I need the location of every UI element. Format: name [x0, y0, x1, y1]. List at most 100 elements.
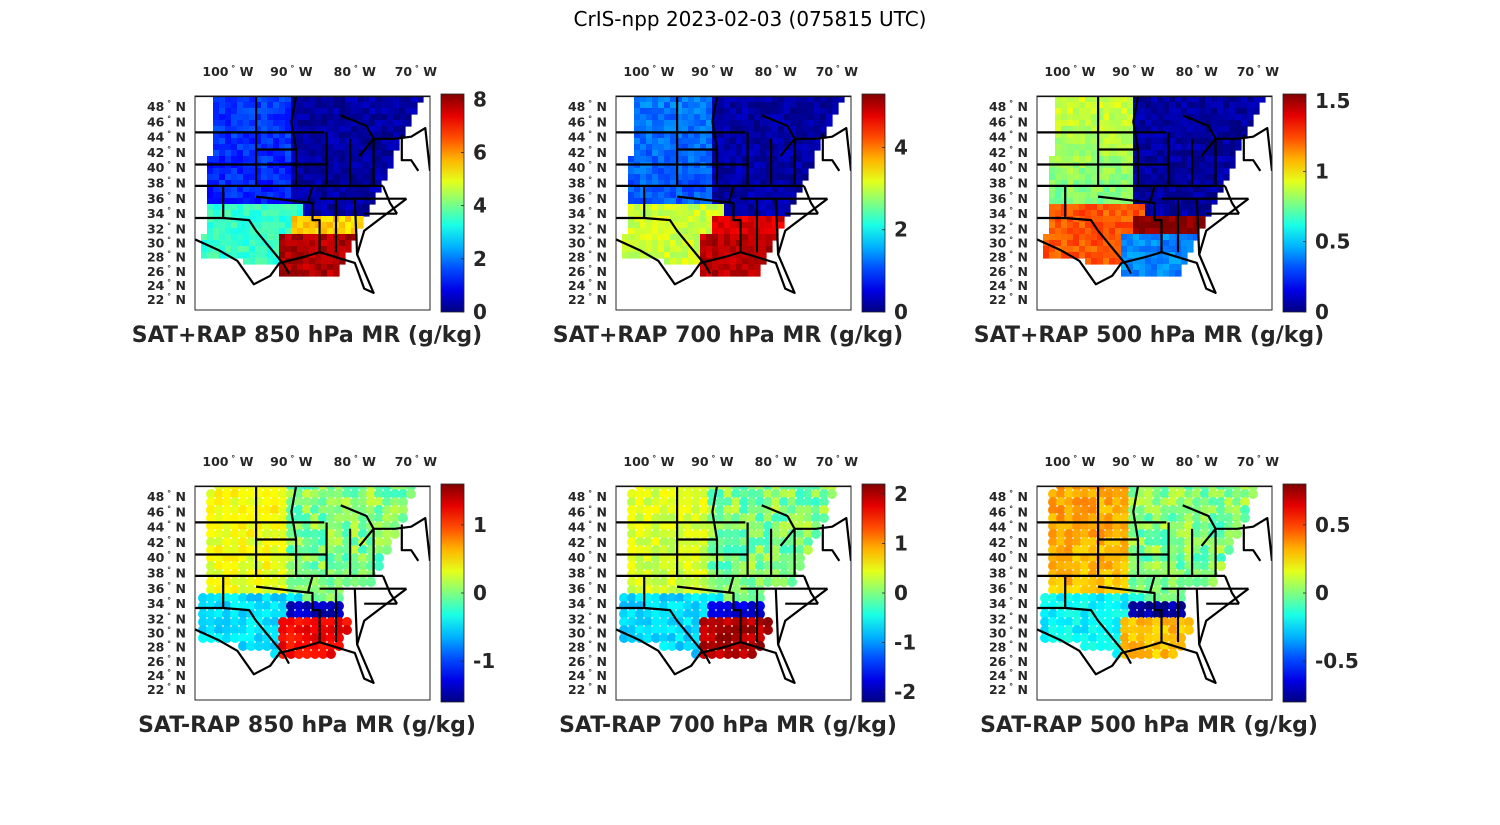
- data-cell: [1091, 192, 1098, 199]
- data-cell: [309, 120, 316, 127]
- data-cell: [273, 198, 280, 205]
- data-cell: [742, 228, 749, 235]
- data-cell: [273, 96, 280, 103]
- data-point: [246, 529, 256, 539]
- lat-tick-label: 24 ° N: [989, 668, 1028, 683]
- data-point: [1056, 497, 1066, 507]
- data-cell: [249, 258, 256, 265]
- data-cell: [1109, 228, 1116, 235]
- data-cell: [646, 246, 653, 253]
- data-cell: [237, 186, 244, 193]
- data-point: [1208, 497, 1218, 507]
- data-cell: [712, 186, 719, 193]
- data-point: [1168, 537, 1178, 547]
- colorbar-tick-label: 1: [894, 531, 908, 555]
- data-cell: [1109, 150, 1116, 157]
- data-cell: [730, 114, 737, 121]
- data-cell: [664, 234, 671, 241]
- data-cell: [279, 222, 286, 229]
- data-point: [374, 545, 384, 555]
- data-cell: [243, 228, 250, 235]
- lat-tick-label: 46 ° N: [989, 504, 1028, 519]
- data-cell: [333, 264, 340, 271]
- data-cell: [1193, 126, 1200, 133]
- data-point: [326, 561, 336, 571]
- data-cell: [273, 156, 280, 163]
- data-cell: [279, 150, 286, 157]
- data-point: [1112, 489, 1122, 499]
- data-point: [1056, 545, 1066, 555]
- data-cell: [1079, 168, 1086, 175]
- data-cell: [1079, 192, 1086, 199]
- data-cell: [291, 114, 298, 121]
- data-point: [254, 577, 264, 587]
- data-cell: [808, 138, 815, 145]
- data-cell: [1151, 228, 1158, 235]
- data-cell: [802, 102, 809, 109]
- data-cell: [279, 192, 286, 199]
- data-cell: [213, 150, 220, 157]
- data-cell: [1091, 228, 1098, 235]
- data-point: [699, 561, 709, 571]
- data-point: [763, 521, 773, 531]
- data-cell: [712, 216, 719, 223]
- data-cell: [670, 108, 677, 115]
- data-cell: [249, 120, 256, 127]
- data-cell: [1163, 126, 1170, 133]
- data-point: [294, 513, 304, 523]
- data-cell: [1145, 258, 1152, 265]
- data-point: [214, 513, 224, 523]
- data-point: [715, 625, 725, 635]
- state-boundary: [711, 96, 719, 150]
- data-cell: [760, 180, 767, 187]
- data-point: [238, 529, 248, 539]
- data-cell: [646, 156, 653, 163]
- data-cell: [213, 234, 220, 241]
- data-point: [1144, 649, 1154, 659]
- state-boundary: [821, 524, 841, 562]
- data-cell: [784, 156, 791, 163]
- data-cell: [748, 234, 755, 241]
- data-cell: [712, 246, 719, 253]
- data-point: [643, 505, 653, 515]
- data-cell: [1217, 180, 1224, 187]
- data-cell: [634, 96, 641, 103]
- data-cell: [411, 108, 418, 115]
- data-cell: [736, 168, 743, 175]
- lat-tick-label: 30 ° N: [989, 626, 1028, 641]
- data-point: [1040, 633, 1050, 643]
- data-cell: [1097, 102, 1104, 109]
- data-cell: [249, 252, 256, 259]
- data-cell: [1145, 240, 1152, 247]
- data-cell: [664, 126, 671, 133]
- data-cell: [339, 120, 346, 127]
- data-cell: [1079, 210, 1086, 217]
- state-boundary: [676, 195, 742, 253]
- data-cell: [291, 144, 298, 151]
- data-point: [398, 497, 408, 507]
- data-cell: [249, 144, 256, 151]
- data-point: [1224, 513, 1234, 523]
- data-cell: [748, 120, 755, 127]
- data-cell: [1127, 132, 1134, 139]
- data-cell: [760, 204, 767, 211]
- data-point: [1224, 505, 1234, 515]
- data-cell: [1097, 120, 1104, 127]
- data-cell: [658, 132, 665, 139]
- data-cell: [291, 174, 298, 181]
- data-cell: [1229, 114, 1236, 121]
- data-cell: [790, 114, 797, 121]
- data-cell: [646, 210, 653, 217]
- data-cell: [1073, 192, 1080, 199]
- data-cell: [213, 144, 220, 151]
- lon-tick-label: 80 ° W: [334, 64, 377, 79]
- data-cell: [225, 96, 232, 103]
- data-cell: [1061, 156, 1068, 163]
- data-cell: [1217, 126, 1224, 133]
- data-point: [350, 521, 360, 531]
- data-cell: [730, 270, 737, 277]
- data-cell: [357, 204, 364, 211]
- data-cell: [255, 192, 262, 199]
- data-point: [1128, 633, 1138, 643]
- data-cell: [1139, 228, 1146, 235]
